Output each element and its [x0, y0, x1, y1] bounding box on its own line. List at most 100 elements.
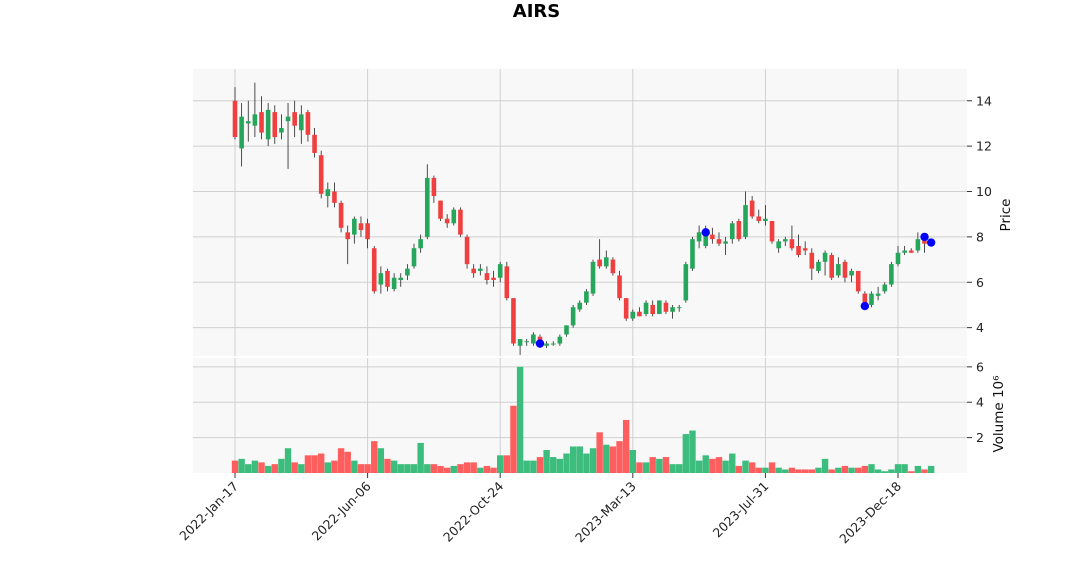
candle — [517, 338, 523, 355]
candle-body — [272, 112, 278, 138]
volume-bar — [874, 469, 882, 473]
candle — [570, 304, 576, 328]
volume-bar — [662, 457, 670, 473]
volume-bar — [490, 467, 497, 473]
volume-bar — [351, 460, 358, 473]
x-tick-label: 2022-Jan-17 — [176, 479, 241, 544]
candle-body — [690, 239, 695, 269]
candle-body — [696, 232, 702, 242]
volume-bar — [622, 419, 630, 473]
candle-body — [736, 221, 742, 240]
candle-body — [597, 259, 602, 267]
volume-bar — [563, 453, 570, 473]
volume-axis-label: Volume 10⁶ — [991, 375, 1007, 452]
candle — [729, 221, 735, 244]
volume-bar — [775, 467, 782, 473]
candle-body — [623, 298, 629, 319]
candle-body — [842, 261, 848, 278]
candle — [623, 298, 629, 321]
candle — [365, 218, 370, 249]
candle — [643, 300, 649, 317]
volume-bar — [410, 464, 418, 473]
candle-body — [550, 343, 556, 345]
candle-body — [723, 241, 728, 244]
volume-bar — [616, 441, 623, 473]
volume-bar — [603, 444, 610, 473]
candle-body — [438, 200, 443, 219]
volume-bar — [755, 467, 762, 473]
volume-bar — [238, 458, 245, 473]
volume-bar — [477, 467, 484, 473]
candle — [736, 218, 742, 242]
x-tick-label: 2022-Jun-06 — [309, 478, 374, 543]
volume-bar — [390, 460, 398, 473]
candle-body — [584, 291, 589, 303]
volume-bar — [629, 450, 636, 473]
candle-body — [345, 232, 351, 240]
volume-bar — [709, 458, 716, 473]
volume-bar — [304, 455, 312, 473]
candle-body — [252, 114, 258, 126]
candle-body — [279, 127, 284, 133]
volume-bar — [762, 467, 769, 473]
volume-bar — [669, 464, 676, 473]
candle-body — [610, 259, 616, 274]
candle-body — [743, 205, 748, 237]
volume-bar — [589, 448, 597, 473]
price-tick-label: 10 — [976, 184, 992, 199]
volume-bar — [828, 469, 835, 473]
volume-bar — [324, 462, 332, 473]
volume-bar — [636, 462, 643, 473]
volume-bar — [264, 465, 272, 473]
candle-body — [318, 155, 324, 194]
candle — [829, 252, 834, 280]
volume-bar — [642, 462, 650, 473]
volume-bar — [901, 464, 908, 473]
candle-body — [577, 302, 583, 310]
price-tick-label: 14 — [976, 93, 992, 108]
volume-bar — [676, 464, 683, 473]
volume-bar — [583, 453, 590, 473]
candle — [769, 221, 775, 244]
candle-body — [882, 284, 888, 292]
candle-body — [332, 191, 337, 203]
signal-marker — [701, 228, 710, 237]
volume-bar — [609, 446, 617, 473]
volume-bar — [258, 462, 265, 473]
candle — [232, 87, 238, 140]
candle — [464, 234, 470, 269]
candle-body — [643, 302, 649, 315]
candle-body — [756, 216, 762, 222]
volume-bar — [503, 455, 511, 473]
candle — [670, 304, 675, 319]
volume-bar — [278, 458, 285, 473]
volume-bar — [556, 458, 564, 473]
signal-marker — [926, 238, 936, 247]
candle-body — [908, 250, 914, 253]
x-tick-label: 2023-Mar-13 — [572, 479, 639, 546]
candle — [776, 239, 781, 253]
volume-bar — [457, 464, 464, 473]
candle — [836, 257, 841, 278]
volume-bar — [344, 451, 351, 473]
price-tick-label: 12 — [976, 139, 992, 154]
candle-body — [862, 293, 868, 303]
candle — [504, 261, 510, 301]
volume-bar — [516, 366, 524, 473]
candle — [484, 266, 490, 285]
candle — [584, 289, 589, 305]
candle — [239, 103, 244, 167]
candle — [279, 114, 284, 140]
x-tick-label: 2023-Jul-31 — [710, 479, 772, 541]
candle — [882, 282, 888, 294]
candle — [710, 227, 715, 244]
volume-bar — [848, 467, 855, 473]
candle-body — [471, 268, 476, 274]
candle-body — [570, 307, 576, 326]
candle — [345, 225, 351, 265]
candle — [272, 105, 278, 144]
volume-bar — [271, 464, 278, 473]
candle — [875, 286, 881, 301]
volume-bar — [463, 462, 471, 473]
